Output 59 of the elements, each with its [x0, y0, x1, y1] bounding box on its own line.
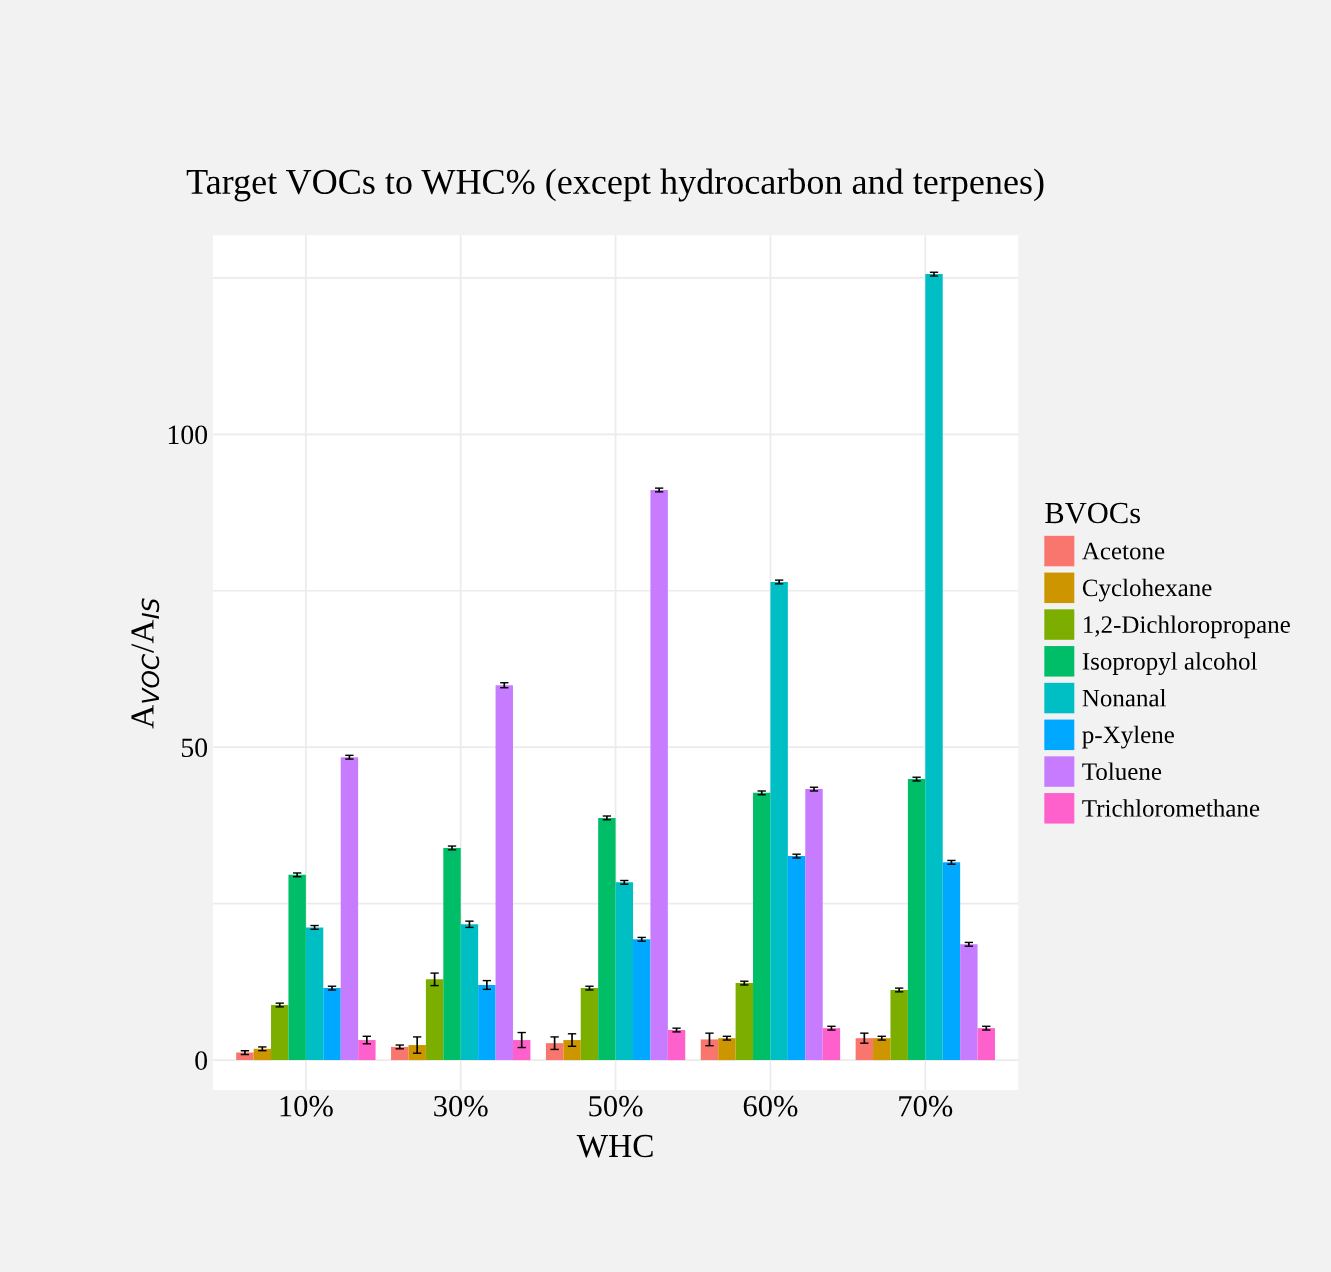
bar	[358, 1040, 376, 1061]
bar	[907, 779, 926, 1061]
bar	[787, 856, 806, 1061]
legend-label: Acetone	[1082, 542, 1165, 560]
chart-title: Target VOCs to WHC% (except hydrocarbon and terpenes)	[186, 168, 1044, 202]
bar	[873, 1038, 891, 1061]
y-tick-label: 50	[181, 738, 208, 758]
bar	[545, 1043, 564, 1061]
bar	[960, 944, 978, 1061]
bar	[667, 1030, 686, 1061]
legend-label: Trichloromethane	[1082, 799, 1260, 817]
bar	[822, 1028, 841, 1061]
x-tick-label: 50%	[589, 1095, 643, 1117]
bar	[718, 1038, 736, 1061]
legend-label: Nonanal	[1082, 688, 1167, 707]
bar	[236, 1052, 254, 1061]
bar	[735, 983, 754, 1061]
bar	[460, 924, 479, 1061]
bar	[253, 1048, 272, 1061]
bar	[425, 979, 444, 1061]
x-axis-title: WHC	[576, 1134, 653, 1158]
bar	[305, 927, 324, 1061]
bar	[650, 490, 668, 1061]
bar	[391, 1046, 409, 1061]
y-tick-label: 100	[168, 425, 208, 445]
bar	[288, 874, 306, 1061]
legend-label: p-Xylene	[1082, 725, 1174, 749]
bar	[805, 789, 823, 1061]
bar	[977, 1028, 995, 1061]
bar	[615, 882, 634, 1061]
bar	[495, 685, 513, 1061]
bar	[855, 1038, 874, 1061]
y-axis-title: A$_{VOC}$/A$_{IS}$	[131, 598, 160, 729]
bar	[598, 817, 616, 1061]
x-tick-label: 70%	[899, 1095, 953, 1117]
bar	[770, 581, 788, 1061]
legend-label: Toluene	[1082, 762, 1162, 781]
bar	[700, 1039, 719, 1061]
bar	[753, 792, 771, 1061]
bar	[580, 988, 599, 1061]
bar	[340, 757, 359, 1061]
legend-title: BVOCs	[1045, 502, 1140, 524]
legend-label: 1,2-Dichloropropane	[1084, 615, 1290, 639]
bar	[478, 984, 496, 1061]
legend-label: Isopropyl alcohol	[1082, 652, 1257, 675]
x-tick-label: 10%	[280, 1095, 333, 1117]
bar	[443, 847, 461, 1061]
bar	[633, 939, 651, 1061]
bar	[323, 988, 341, 1061]
legend-label: Cyclohexane	[1082, 578, 1212, 602]
bar	[925, 274, 943, 1061]
bar	[512, 1040, 531, 1061]
bar	[890, 989, 908, 1061]
bar	[271, 1005, 289, 1061]
bar	[563, 1040, 581, 1061]
x-tick-label: 60%	[743, 1095, 798, 1117]
bar	[942, 862, 961, 1061]
x-tick-label: 30%	[434, 1095, 488, 1117]
y-tick-label: 0	[195, 1051, 208, 1070]
